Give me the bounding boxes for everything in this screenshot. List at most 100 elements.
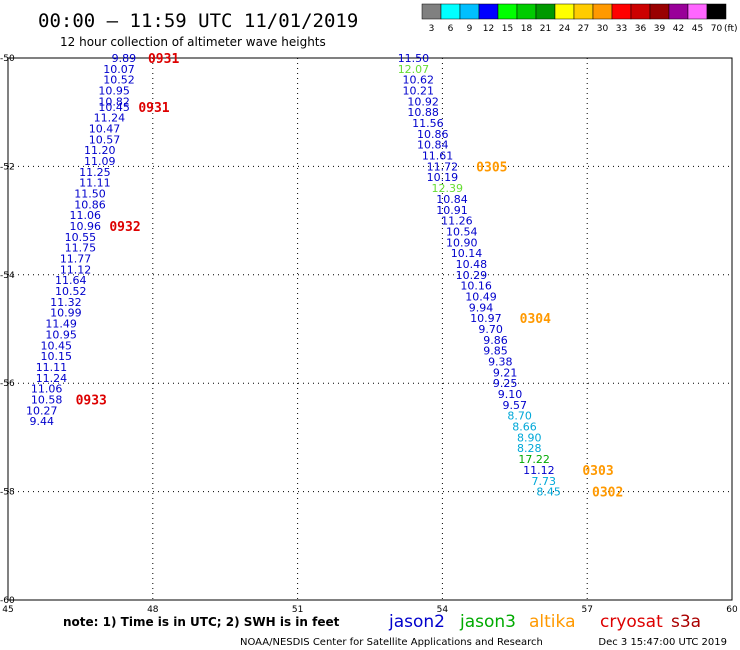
y-tick-label: -54 xyxy=(0,271,15,281)
wave-height-value: 11.24 xyxy=(36,372,68,385)
wave-height-value: 10.27 xyxy=(26,404,58,417)
scale-label: 18 xyxy=(521,24,533,34)
scale-label: 27 xyxy=(578,24,589,34)
scale-label: 36 xyxy=(635,24,647,34)
y-tick-label: -60 xyxy=(0,596,15,606)
x-tick-label: 48 xyxy=(147,605,159,615)
wave-height-value: 17.22 xyxy=(518,453,550,466)
scale-swatch xyxy=(687,3,708,20)
scale-swatch xyxy=(459,3,480,20)
wave-height-value: 9.21 xyxy=(493,366,518,379)
wave-height-value: 11.09 xyxy=(84,155,116,168)
wave-height-value: 10.47 xyxy=(89,122,121,135)
scale-label: 33 xyxy=(616,24,627,34)
wave-height-value: 12.07 xyxy=(398,63,430,76)
wave-height-value: 10.49 xyxy=(465,290,497,303)
wave-height-value: 9.86 xyxy=(483,334,508,347)
wave-height-value: 9.85 xyxy=(483,345,508,358)
scale-label: 24 xyxy=(559,24,571,34)
y-tick-label: -52 xyxy=(0,162,15,172)
wave-height-value: 11.49 xyxy=(45,318,77,331)
wave-height-value: 10.82 xyxy=(98,95,130,108)
wave-height-value: 10.29 xyxy=(456,269,488,282)
wave-height-value: 10.55 xyxy=(65,231,97,244)
wave-height-value: 10.97 xyxy=(470,312,502,325)
pass-time-label: 0933 xyxy=(76,393,107,408)
wave-height-value: 11.50 xyxy=(74,188,106,201)
wave-height-value: 9.25 xyxy=(493,377,518,390)
pass-time-label: 0932 xyxy=(109,220,140,235)
wave-height-value: 10.86 xyxy=(74,198,106,211)
scale-label: 42 xyxy=(673,24,684,34)
wave-height-value: 10.91 xyxy=(436,204,468,217)
scale-label: 70 xyxy=(711,24,723,34)
scale-unit: (ft) xyxy=(724,24,738,34)
wave-height-value: 10.84 xyxy=(417,139,449,152)
scale-label: 39 xyxy=(654,24,666,34)
wave-height-value: 11.72 xyxy=(427,160,459,173)
satellite-legend-altika: altika xyxy=(529,612,576,632)
wave-height-value: 11.06 xyxy=(69,209,101,222)
wave-height-value: 11.77 xyxy=(60,253,92,266)
satellite-legend-jason2: jason2 xyxy=(388,612,445,632)
wave-height-value: 8.70 xyxy=(507,410,532,423)
satellite-legend-jason3: jason3 xyxy=(459,612,516,632)
scale-swatch xyxy=(535,3,556,20)
pass-time-label: 0304 xyxy=(520,312,551,327)
wave-height-value: 12.39 xyxy=(431,182,463,195)
wave-height-value: 11.24 xyxy=(94,112,126,125)
wave-height-value: 10.16 xyxy=(460,280,492,293)
x-tick-label: 60 xyxy=(726,605,738,615)
wave-height-value: 10.48 xyxy=(456,258,488,271)
scale-swatch xyxy=(516,3,537,20)
plot-frame xyxy=(7,57,733,601)
wave-height-value: 10.52 xyxy=(103,74,135,87)
wave-height-value: 11.12 xyxy=(523,464,555,477)
footer-note: note: 1) Time is in UTC; 2) SWH is in fe… xyxy=(63,615,340,629)
wave-height-value: 10.88 xyxy=(407,106,439,119)
wave-height-value: 10.95 xyxy=(45,328,77,341)
scale-swatch xyxy=(440,3,461,20)
wave-height-value: 11.50 xyxy=(398,52,430,65)
wave-height-value: 9.44 xyxy=(30,415,55,428)
wave-height-value: 10.58 xyxy=(31,393,63,406)
wave-height-value: 10.14 xyxy=(451,247,483,260)
scale-label: 6 xyxy=(448,24,454,34)
generated-timestamp: Dec 3 15:47:00 UTC 2019 xyxy=(598,637,727,648)
pass-time-label: 0302 xyxy=(592,486,623,501)
wave-height-value: 11.25 xyxy=(79,166,111,179)
wave-height-value: 9.89 xyxy=(112,52,137,65)
x-tick-label: 51 xyxy=(292,605,303,615)
scale-label: 30 xyxy=(597,24,609,34)
pass-time-label: 0303 xyxy=(582,464,613,479)
wave-height-value: 10.92 xyxy=(407,95,439,108)
wave-height-value: 10.90 xyxy=(446,236,478,249)
scale-swatch xyxy=(573,3,594,20)
x-tick-label: 57 xyxy=(581,605,592,615)
credit-line: NOAA/NESDIS Center for Satellite Applica… xyxy=(240,637,543,648)
x-tick-label: 54 xyxy=(437,605,449,615)
wave-height-value: 10.96 xyxy=(69,220,101,233)
pass-time-label: 0931 xyxy=(148,52,179,67)
wave-height-value: 11.61 xyxy=(422,150,454,163)
scale-label: 15 xyxy=(502,24,513,34)
wave-height-value: 10.15 xyxy=(41,350,73,363)
scale-label: 9 xyxy=(467,24,473,34)
wave-height-value: 11.11 xyxy=(79,177,111,190)
wave-height-value: 10.57 xyxy=(89,133,121,146)
wave-height-value: 10.54 xyxy=(446,225,478,238)
wave-height-value: 11.12 xyxy=(60,263,92,276)
wave-height-value: 10.45 xyxy=(98,101,130,114)
wave-height-value: 10.62 xyxy=(403,74,435,87)
wave-height-value: 11.11 xyxy=(36,361,68,374)
wave-height-value: 10.07 xyxy=(103,63,135,76)
wave-height-value: 9.10 xyxy=(498,388,523,401)
wave-height-value: 11.20 xyxy=(84,144,116,157)
wave-height-value: 10.52 xyxy=(55,285,87,298)
chart-subtitle: 12 hour collection of altimeter wave hei… xyxy=(60,35,326,49)
wave-height-value: 10.45 xyxy=(41,339,73,352)
scale-swatch xyxy=(649,3,670,20)
wave-height-value: 9.57 xyxy=(503,399,528,412)
scale-swatch xyxy=(421,3,442,20)
y-tick-label: -50 xyxy=(0,54,15,64)
